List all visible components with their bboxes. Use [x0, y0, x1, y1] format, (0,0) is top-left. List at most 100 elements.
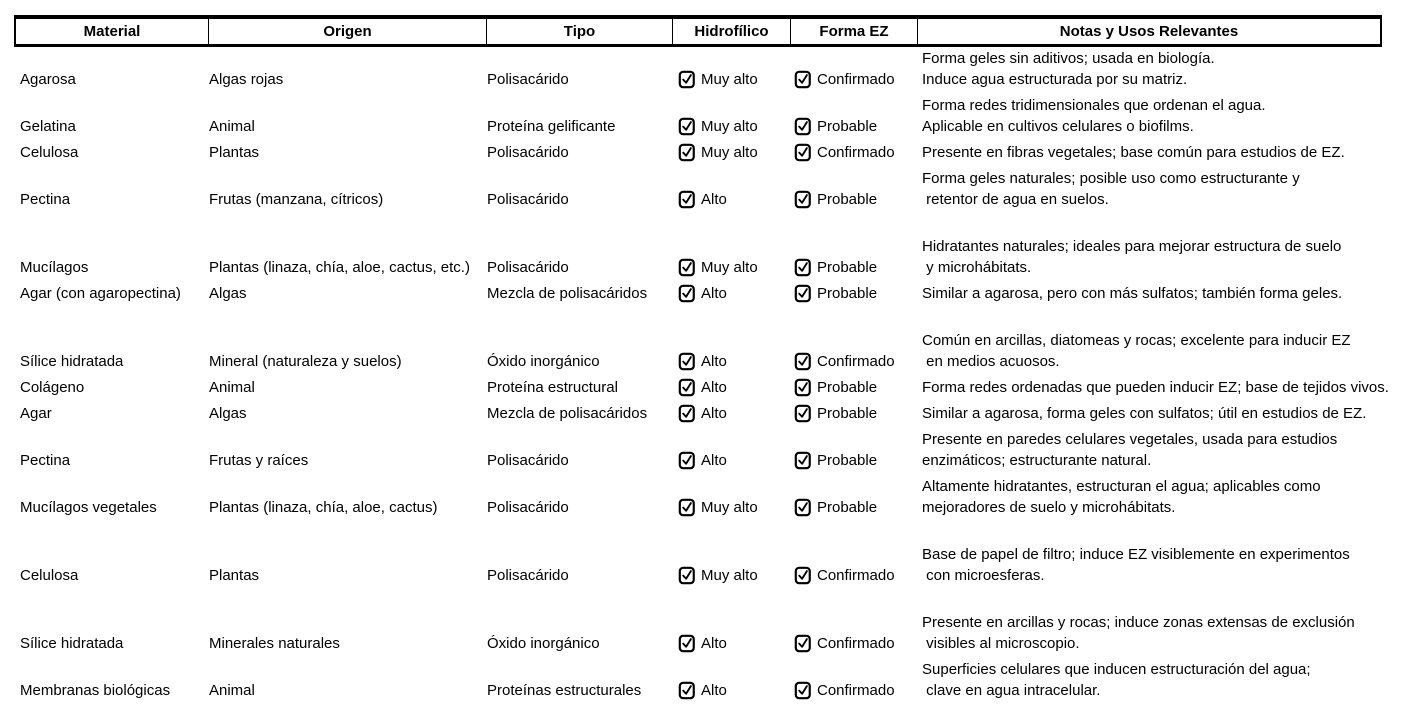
forma-ez-cell: Probable — [788, 497, 915, 518]
material-cell: Sílice hidratada — [20, 353, 124, 370]
tipo-cell: Polisacárido — [487, 191, 569, 208]
checked-checkbox-icon[interactable] — [794, 378, 812, 397]
checked-checkbox-icon[interactable] — [678, 70, 696, 89]
forma-ez-cell-label: Probable — [817, 379, 878, 396]
material-cell: Agar — [20, 405, 52, 422]
nota-line: Altamente hidratantes, estructuran el ag… — [922, 478, 1321, 495]
checked-checkbox-icon[interactable] — [678, 117, 696, 136]
notas-cell: Forma redes tridimensionales que ordenan… — [915, 95, 1382, 137]
tipo-cell: Polisacárido — [487, 567, 569, 584]
notas-cell: Forma geles naturales; posible uso como … — [915, 168, 1382, 210]
nota-line: y microhábitats. — [922, 259, 1032, 276]
nota-line: Forma geles naturales; posible uso como … — [922, 170, 1300, 187]
forma-ez-cell-label: Probable — [817, 191, 878, 208]
nota-line: clave en agua intracelular. — [922, 682, 1101, 699]
forma-ez-cell-label: Confirmado — [817, 353, 895, 370]
nota-line: con microesferas. — [922, 567, 1045, 584]
hidrofilico-cell-label: Alto — [701, 682, 727, 699]
nota-line: visibles al microscopio. — [922, 635, 1080, 652]
checked-checkbox-icon[interactable] — [678, 143, 696, 162]
forma-ez-cell: Confirmado — [788, 633, 915, 654]
hidrofilico-cell-label: Muy alto — [701, 118, 758, 135]
table-row: Agar (con agaropectina) Algas Mezcla de po… — [14, 283, 1382, 304]
material-cell: Colágeno — [20, 379, 85, 396]
nota-line: Hidratantes naturales; ideales para mejo… — [922, 238, 1342, 255]
origen-cell: Algas rojas — [209, 71, 284, 88]
nota-line: Presente en paredes celulares vegetales,… — [922, 431, 1338, 448]
notas-cell: Base de papel de filtro; induce EZ visib… — [915, 523, 1382, 586]
checked-checkbox-icon[interactable] — [794, 352, 812, 371]
checked-checkbox-icon[interactable] — [678, 258, 696, 277]
tipo-cell: Mezcla de polisacáridos — [487, 285, 648, 302]
tipo-cell: Proteína estructural — [487, 379, 618, 396]
checked-checkbox-icon[interactable] — [794, 258, 812, 277]
hidrofilico-cell-label: Muy alto — [701, 499, 758, 516]
origen-cell: Animal — [209, 118, 255, 135]
forma-ez-cell: Probable — [788, 283, 915, 304]
nota-line: Forma geles sin aditivos; usada en biolo… — [922, 50, 1215, 67]
checked-checkbox-icon[interactable] — [678, 284, 696, 303]
checked-checkbox-icon[interactable] — [678, 190, 696, 209]
tipo-cell: Proteína gelificante — [487, 118, 616, 135]
forma-ez-cell-label: Confirmado — [817, 682, 895, 699]
hidrofilico-cell-label: Muy alto — [701, 259, 758, 276]
forma-ez-cell: Probable — [788, 450, 915, 471]
material-cell: Gelatina — [20, 118, 76, 135]
checked-checkbox-icon[interactable] — [678, 498, 696, 517]
material-cell: Sílice hidratada — [20, 635, 124, 652]
hidrofilico-cell: Alto — [670, 633, 788, 654]
tipo-cell: Polisacárido — [487, 71, 569, 88]
checked-checkbox-icon[interactable] — [794, 681, 812, 700]
column-header-hidrofilico: Hidrofílico — [672, 19, 790, 44]
origen-cell: Mineral (naturaleza y suelos) — [209, 353, 402, 370]
material-cell: Pectina — [20, 191, 71, 208]
table-row: Agar Algas Mezcla de polisacáridos Alto Prob… — [14, 403, 1382, 424]
material-cell: Agar (con agaropectina) — [20, 285, 181, 302]
material-cell: Celulosa — [20, 567, 79, 584]
notas-cell: Presente en arcillas y rocas; induce zon… — [915, 591, 1382, 654]
checked-checkbox-icon[interactable] — [794, 498, 812, 517]
checked-checkbox-icon[interactable] — [678, 451, 696, 470]
notas-cell: Presente en fibras vegetales; base común… — [915, 142, 1382, 163]
forma-ez-cell-label: Probable — [817, 259, 878, 276]
checked-checkbox-icon[interactable] — [794, 143, 812, 162]
origen-cell: Plantas — [209, 567, 260, 584]
checked-checkbox-icon[interactable] — [678, 634, 696, 653]
forma-ez-cell: Confirmado — [788, 69, 915, 90]
table-row: Pectina Frutas y raíces Polisacárido Alto Pr… — [14, 429, 1382, 471]
table-row: Agarosa Algas rojas Polisacárido Muy alto Co… — [14, 48, 1382, 90]
nota-line: enzimáticos; estructurante natural. — [922, 452, 1152, 469]
origen-cell: Plantas (linaza, chía, aloe, cactus) — [209, 499, 438, 516]
notas-cell: Similar a agarosa, forma geles con sulfa… — [915, 403, 1382, 424]
checked-checkbox-icon[interactable] — [794, 404, 812, 423]
tipo-cell: Polisacárido — [487, 144, 569, 161]
tipo-cell: Óxido inorgánico — [487, 635, 600, 652]
table-row: Sílice hidratada Minerales naturales Óxido… — [14, 591, 1382, 654]
checked-checkbox-icon[interactable] — [678, 566, 696, 585]
forma-ez-cell-label: Confirmado — [817, 567, 895, 584]
checked-checkbox-icon[interactable] — [794, 284, 812, 303]
column-header-origen: Origen — [208, 19, 486, 44]
checked-checkbox-icon[interactable] — [678, 681, 696, 700]
nota-line: en medios acuosos. — [922, 353, 1060, 370]
nota-line: Similar a agarosa, forma geles con sulfa… — [922, 405, 1367, 422]
table-row: Colágeno Animal Proteína estructural Alto Pr… — [14, 377, 1389, 398]
forma-ez-cell: Confirmado — [788, 565, 915, 586]
checked-checkbox-icon[interactable] — [678, 352, 696, 371]
hidrofilico-cell-label: Alto — [701, 405, 727, 422]
checked-checkbox-icon[interactable] — [794, 190, 812, 209]
checked-checkbox-icon[interactable] — [678, 378, 696, 397]
checked-checkbox-icon[interactable] — [794, 117, 812, 136]
hidrofilico-cell-label: Alto — [701, 379, 727, 396]
forma-ez-cell: Probable — [788, 116, 915, 137]
checked-checkbox-icon[interactable] — [794, 451, 812, 470]
checked-checkbox-icon[interactable] — [794, 70, 812, 89]
nota-line: Similar a agarosa, pero con más sulfatos… — [922, 285, 1343, 302]
checked-checkbox-icon[interactable] — [794, 634, 812, 653]
nota-line: Común en arcillas, diatomeas y rocas; ex… — [922, 332, 1351, 349]
checked-checkbox-icon[interactable] — [678, 404, 696, 423]
tipo-cell: Proteínas estructurales — [487, 682, 642, 699]
material-cell: Agarosa — [20, 71, 76, 88]
checked-checkbox-icon[interactable] — [794, 566, 812, 585]
table-row: Mucílagos vegetales Plantas (linaza, chía… — [14, 476, 1382, 518]
